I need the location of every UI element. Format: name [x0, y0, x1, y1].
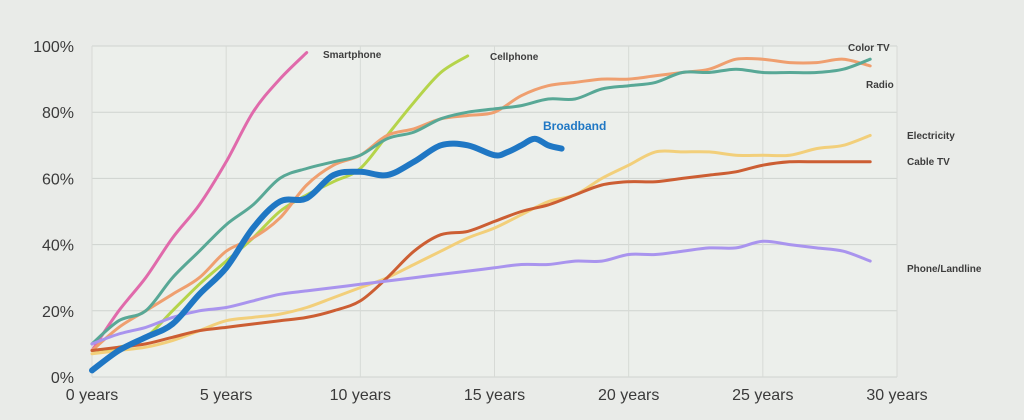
series-label-smartphone: Smartphone: [323, 50, 382, 61]
x-tick-label: 5 years: [200, 387, 252, 404]
series-line-smartphone: [90, 51, 309, 352]
axes: 0% 20% 40% 60% 80% 100% 0 years 5 years 10 years…: [33, 39, 928, 404]
series-line-phone-landline: [90, 239, 872, 346]
y-tick-label: 20%: [42, 304, 74, 321]
y-tick-label: 80%: [42, 105, 74, 122]
x-tick-label: 10 years: [330, 387, 391, 404]
x-tick-label: 0 years: [66, 387, 118, 404]
y-tick-label: 60%: [42, 171, 74, 188]
x-tick-label: 15 years: [464, 387, 525, 404]
series-label-cable-tv: Cable TV: [907, 157, 950, 168]
y-tick-label: 0%: [51, 370, 74, 387]
series-line-cable-tv: [90, 160, 872, 352]
series-labels: Smartphone Cellphone Color TV Radio Broadban…: [323, 43, 982, 275]
y-tick-label: 40%: [42, 238, 74, 255]
series-label-phone-landline: Phone/Landline: [907, 264, 982, 275]
x-tick-label: 20 years: [598, 387, 659, 404]
series-label-broadband: Broadband: [543, 119, 606, 133]
series-label-cellphone: Cellphone: [490, 52, 539, 63]
series-label-electricity: Electricity: [907, 131, 955, 142]
x-tick-label: 25 years: [732, 387, 793, 404]
series-line-broadband: [89, 135, 565, 374]
series-line-color-tv: [90, 56, 872, 352]
series-line-radio: [90, 57, 872, 346]
series-label-color-tv: Color TV: [848, 43, 890, 54]
series-lines: [89, 51, 872, 374]
y-tick-label: 100%: [33, 39, 74, 56]
series-line-electricity: [90, 133, 872, 356]
series-label-radio: Radio: [866, 80, 894, 91]
x-tick-label: 30 years: [866, 387, 927, 404]
